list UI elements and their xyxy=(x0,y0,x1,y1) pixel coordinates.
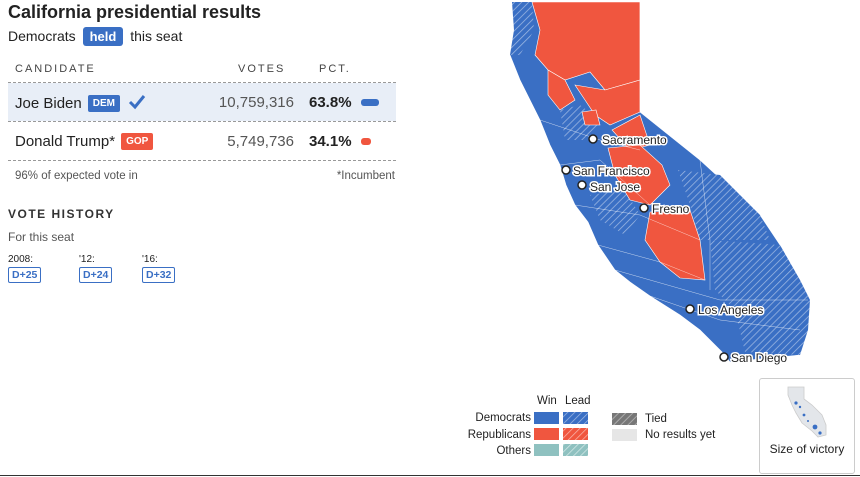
seat-status: Democrats held this seat xyxy=(8,27,182,46)
candidate-name: Joe Biden xyxy=(15,95,82,112)
city-marker: Sacramento xyxy=(588,132,669,149)
history-item: '12: D+24 xyxy=(79,254,113,283)
city-marker: Fresno xyxy=(639,201,691,218)
history-item: '16: D+32 xyxy=(142,254,176,283)
expected-vote: 96% of expected vote in xyxy=(15,170,138,182)
incumbent-note: *Incumbent xyxy=(336,170,395,182)
county-rep xyxy=(581,109,601,126)
vote-history-title: VOTE HISTORY xyxy=(8,207,115,221)
history-margin: D+25 xyxy=(8,267,42,283)
county-rep xyxy=(644,209,706,281)
history-year: '16: xyxy=(142,254,158,265)
history-year: 2008: xyxy=(8,254,34,265)
legend-democrats: Democrats xyxy=(475,412,531,424)
county-rep xyxy=(611,114,651,151)
table-row: Joe Biden DEM 10,759,316 63.8% xyxy=(8,83,396,121)
dem-win-swatch xyxy=(534,412,559,424)
county-dem-lead xyxy=(510,2,534,55)
candidate-name: Donald Trump* xyxy=(15,133,116,150)
other-lead-swatch xyxy=(563,444,588,456)
dem-lead-swatch xyxy=(563,412,588,424)
county-dem-lead xyxy=(678,170,770,240)
history-margin: D+32 xyxy=(142,267,176,283)
votes-header: VOTES xyxy=(238,63,286,75)
city-marker: San Francisco xyxy=(561,163,652,180)
legend-tied: Tied xyxy=(645,413,667,425)
california-county-map[interactable]: Sacramento San Francisco San Jose Fresno… xyxy=(490,0,860,380)
legend-swatches xyxy=(534,412,588,456)
county-dem-lead xyxy=(590,190,640,235)
city-label: San Jose xyxy=(590,180,640,194)
city-label: Fresno xyxy=(652,202,690,216)
county-rep xyxy=(607,144,671,206)
city-label: San Francisco xyxy=(573,164,650,178)
divider xyxy=(8,82,396,83)
city-marker: San Diego xyxy=(719,350,789,367)
vote-percent: 63.8% xyxy=(309,94,352,111)
no-results-swatch xyxy=(612,429,637,441)
legend-no-results: No results yet xyxy=(645,429,716,441)
city-label: Los Angeles xyxy=(698,303,763,317)
divider xyxy=(8,121,396,122)
other-win-swatch xyxy=(534,444,559,456)
table-footnote: 96% of expected vote in *Incumbent xyxy=(15,170,395,182)
mini-california-icon xyxy=(787,386,827,438)
percent-bar xyxy=(361,99,379,106)
page-title: California presidential results xyxy=(8,2,262,22)
legend-republicans: Republicans xyxy=(467,429,531,441)
tied-swatch xyxy=(612,413,637,425)
table-row: Donald Trump* GOP 5,749,736 34.1% xyxy=(8,122,396,160)
city-marker: San Jose xyxy=(577,179,642,196)
size-of-victory-label: Size of victory xyxy=(769,442,845,456)
candidate-cell: Joe Biden DEM xyxy=(15,94,146,112)
vote-count: 5,749,736 xyxy=(227,133,294,150)
party-badge: GOP xyxy=(121,133,154,150)
map-legend: Win Lead Democrats Republicans Others Ti… xyxy=(455,395,755,465)
county-borders xyxy=(539,2,808,331)
party-badge: DEM xyxy=(87,95,120,112)
legend-others: Others xyxy=(496,445,531,457)
legend-win-header: Win xyxy=(537,395,557,407)
rep-win-swatch xyxy=(534,428,559,440)
vote-count: 10,759,316 xyxy=(218,94,294,111)
city-marker: Los Angeles xyxy=(685,302,765,319)
candidate-cell: Donald Trump* GOP xyxy=(15,133,154,150)
bottom-rule xyxy=(0,475,860,476)
percent-bar xyxy=(361,138,371,145)
vote-history-subtitle: For this seat xyxy=(8,230,75,244)
county-rep xyxy=(547,69,576,111)
rep-lead-swatch xyxy=(563,428,588,440)
legend-status-swatches xyxy=(612,413,637,441)
history-item: 2008: D+25 xyxy=(8,254,42,283)
history-margin: D+24 xyxy=(79,267,113,283)
held-badge: held xyxy=(82,27,124,46)
divider xyxy=(8,160,396,161)
county-dem-lead xyxy=(710,240,810,355)
seat-status-suffix: this seat xyxy=(130,28,183,44)
candidate-header: CANDIDATE xyxy=(15,63,96,75)
size-of-victory-button[interactable]: Size of victory xyxy=(759,378,855,474)
pct-header: PCT. xyxy=(319,63,351,75)
winner-check-icon xyxy=(128,95,146,110)
history-year: '12: xyxy=(79,254,95,265)
county-rep xyxy=(574,79,641,126)
legend-lead-header: Lead xyxy=(565,395,591,407)
vote-percent: 34.1% xyxy=(309,133,352,150)
city-label: Sacramento xyxy=(602,133,667,147)
seat-status-party: Democrats xyxy=(8,28,76,44)
city-label: San Diego xyxy=(731,351,787,365)
